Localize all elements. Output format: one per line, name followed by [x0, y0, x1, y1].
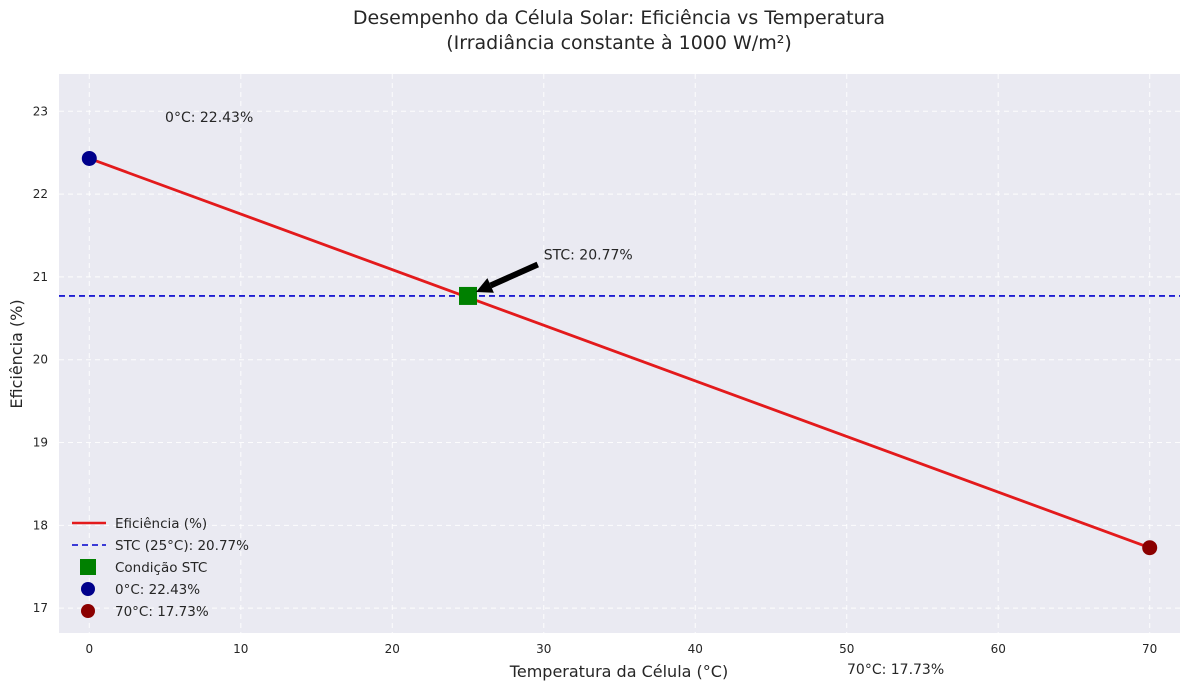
- legend-swatch-70c: [81, 604, 95, 618]
- legend-swatch-stc-condition: [80, 559, 96, 575]
- efficiency-series-line: [88, 157, 1151, 550]
- annotation-0c: 0°C: 22.43%: [165, 110, 253, 126]
- chart-title-line-1: Desempenho da Célula Solar: Eficiência v…: [353, 7, 885, 29]
- y-tick-label: 20: [33, 353, 48, 367]
- annotation-70c-outside: 70°C: 17.73%: [847, 662, 944, 678]
- x-tick-label: 70: [1142, 642, 1157, 656]
- x-tick-label: 60: [991, 642, 1006, 656]
- x-tick-label: 30: [536, 642, 551, 656]
- x-tick-label: 40: [688, 642, 703, 656]
- y-tick-label: 21: [33, 270, 48, 284]
- y-tick-label: 18: [33, 518, 48, 532]
- stc-condition-marker: [459, 286, 478, 305]
- x-tick-labels: 0 10 20 30 40 50 60 70: [85, 642, 1157, 656]
- x-axis-label: Temperatura da Célula (°C): [509, 662, 728, 681]
- legend-swatch-0c: [81, 582, 95, 596]
- y-axis-label: Eficiência (%): [7, 299, 26, 408]
- legend: Eficiência (%) STC (25°C): 20.77% Condiç…: [72, 516, 249, 620]
- legend-label-stc: STC (25°C): 20.77%: [115, 538, 249, 554]
- legend-label-stc-condition: Condição STC: [115, 560, 207, 576]
- legend-label-efficiency: Eficiência (%): [115, 516, 207, 532]
- marker-70c: [1142, 540, 1158, 556]
- grid-lines: [59, 74, 1180, 633]
- data-point-markers: [81, 150, 1158, 556]
- legend-label-70c: 70°C: 17.73%: [115, 604, 209, 620]
- annotation-arrow-shaft: [489, 261, 539, 289]
- x-tick-label: 10: [233, 642, 248, 656]
- y-tick-labels: 17 18 19 20 21 22 23: [33, 104, 48, 615]
- legend-label-0c: 0°C: 22.43%: [115, 582, 200, 598]
- y-tick-label: 17: [33, 601, 48, 615]
- x-tick-label: 20: [385, 642, 400, 656]
- x-tick-label: 0: [85, 642, 93, 656]
- y-tick-label: 22: [33, 187, 48, 201]
- marker-0c: [81, 150, 97, 166]
- y-tick-label: 19: [33, 436, 48, 450]
- x-tick-label: 50: [839, 642, 854, 656]
- y-tick-label: 23: [33, 104, 48, 118]
- annotation-stc: STC: 20.77%: [544, 248, 633, 264]
- annotation-arrow-head: [476, 278, 494, 293]
- chart-title-line-2: (Irradiância constante à 1000 W/m²): [446, 32, 792, 54]
